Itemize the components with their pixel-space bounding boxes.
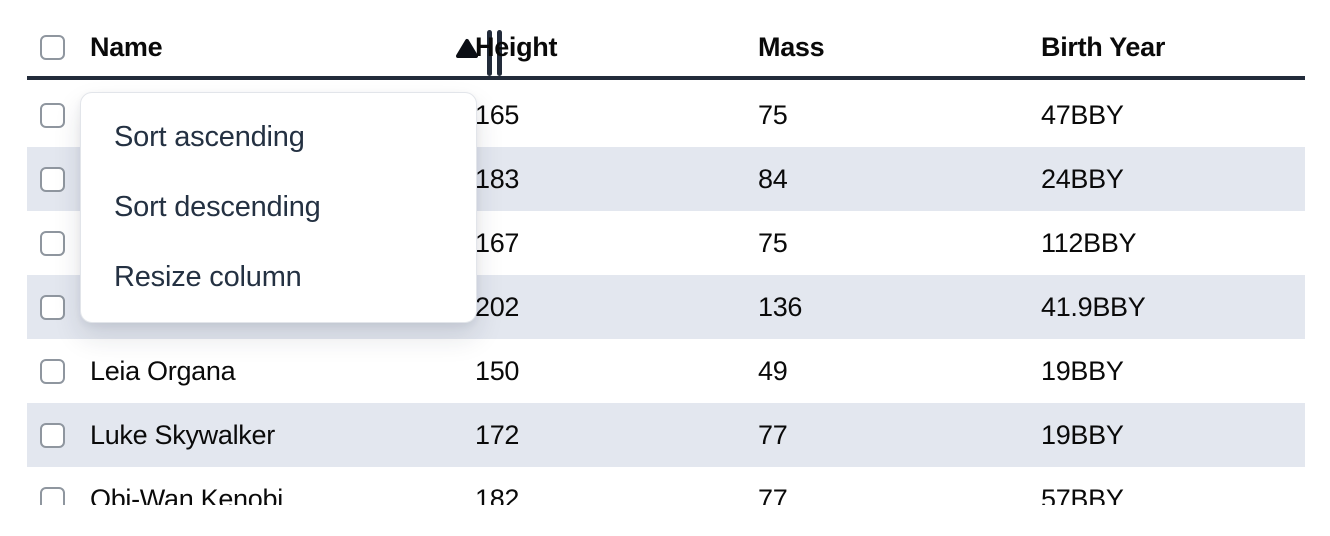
menu-item-resize-column[interactable]: Resize column [114, 261, 302, 294]
column-context-menu: Sort ascending Sort descending Resize co… [80, 92, 477, 323]
resize-bar-icon [497, 30, 502, 76]
cell-height: 167 [475, 227, 520, 258]
table-row: 167 75 112BBY [27, 211, 1305, 275]
row-checkbox[interactable] [40, 166, 65, 192]
cell-mass: 75 [758, 227, 788, 258]
sort-ascending-icon [456, 39, 478, 58]
cell-height: 183 [475, 163, 520, 194]
table-row: Leia Organa 150 49 19BBY [27, 339, 1305, 403]
row-checkbox[interactable] [40, 230, 65, 256]
header-checkbox-cell [27, 34, 90, 60]
cell-birth-year: 41.9BBY [1041, 291, 1146, 322]
cell-name: Luke Skywalker [90, 419, 275, 450]
cell-name: Obi-Wan Kenobi [90, 483, 283, 506]
cell-height: 165 [475, 99, 520, 130]
menu-item-sort-descending[interactable]: Sort descending [114, 190, 321, 223]
cell-mass: 84 [758, 163, 788, 194]
row-checkbox[interactable] [40, 422, 65, 448]
cell-birth-year: 112BBY [1041, 227, 1137, 258]
cell-birth-year: 19BBY [1041, 419, 1124, 450]
table-row: Obi-Wan Kenobi 182 77 57BBY [27, 467, 1305, 505]
cell-birth-year: 47BBY [1041, 99, 1124, 130]
column-header-name[interactable]: Name [90, 0, 502, 76]
row-checkbox[interactable] [40, 102, 65, 128]
cell-height: 202 [475, 291, 520, 322]
cell-height: 172 [475, 419, 520, 450]
cell-birth-year: 24BBY [1041, 163, 1124, 194]
column-header-name-label: Name [90, 31, 163, 62]
column-header-mass[interactable]: Mass [758, 31, 825, 62]
cell-mass: 49 [758, 355, 788, 386]
resize-bar-icon [487, 30, 492, 76]
cell-height: 182 [475, 483, 520, 506]
cell-mass: 77 [758, 419, 788, 450]
column-header-height[interactable]: Height [475, 31, 558, 62]
cell-height: 150 [475, 355, 520, 386]
cell-mass: 136 [758, 291, 803, 322]
row-checkbox[interactable] [40, 486, 65, 505]
table-row: Luke Skywalker 172 77 19BBY [27, 403, 1305, 467]
menu-item-sort-ascending[interactable]: Sort ascending [114, 120, 305, 153]
cell-birth-year: 57BBY [1041, 483, 1124, 506]
column-header-birth-year[interactable]: Birth Year [1041, 31, 1166, 62]
column-resize-handle[interactable] [487, 30, 529, 76]
cell-mass: 77 [758, 483, 788, 506]
cell-name: Leia Organa [90, 355, 236, 386]
cell-mass: 75 [758, 99, 788, 130]
table-header-row: Name Height Mass Birth Year [27, 0, 1305, 80]
select-all-checkbox[interactable] [40, 34, 65, 60]
table-row: 165 75 47BBY [27, 83, 1305, 147]
row-checkbox[interactable] [40, 294, 65, 320]
cell-birth-year: 19BBY [1041, 355, 1124, 386]
row-checkbox[interactable] [40, 358, 65, 384]
